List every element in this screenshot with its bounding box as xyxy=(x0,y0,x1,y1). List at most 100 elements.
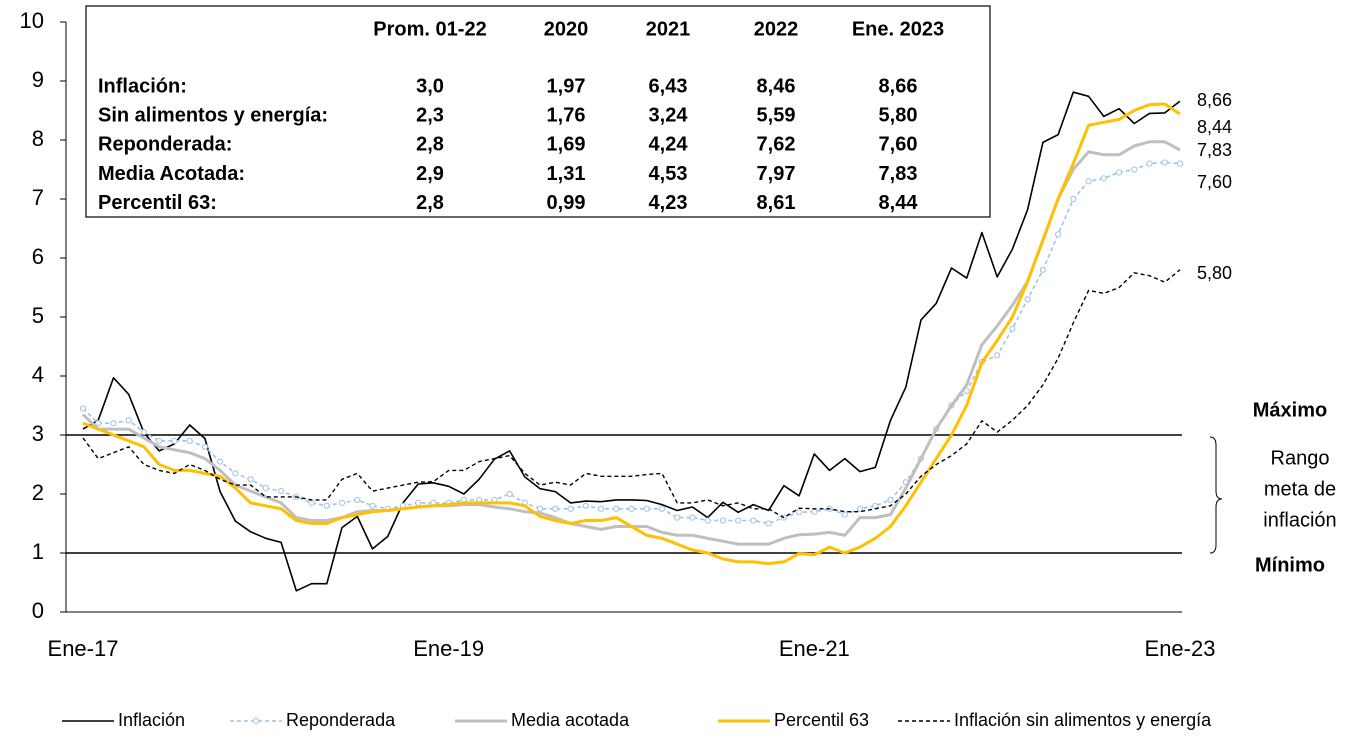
series-marker xyxy=(79,405,87,412)
table-cell: 1,69 xyxy=(547,134,586,156)
series-marker xyxy=(1009,325,1016,332)
series-marker xyxy=(536,505,544,512)
table-cell: 8,61 xyxy=(757,192,796,214)
series-marker xyxy=(1039,266,1046,273)
series-marker xyxy=(201,443,208,450)
range-label: meta de xyxy=(1264,478,1336,500)
table-cell: 0,99 xyxy=(547,192,586,214)
series-marker xyxy=(1100,175,1107,182)
series-marker xyxy=(704,517,711,524)
x-tick-label: Ene-19 xyxy=(413,636,484,661)
series-marker xyxy=(658,505,666,512)
series-marker xyxy=(323,502,330,509)
table-header: 2022 xyxy=(754,18,799,40)
table-box xyxy=(85,5,991,218)
table-cell: 2,9 xyxy=(416,163,444,185)
table-cell: 3,0 xyxy=(416,75,444,97)
range-label: inflación xyxy=(1263,509,1336,531)
series-line xyxy=(82,269,1181,519)
series-marker xyxy=(262,485,269,492)
table-header: Prom. 01-22 xyxy=(373,18,486,40)
y-tick-label: 5 xyxy=(32,303,44,328)
max-label: Máximo xyxy=(1253,399,1327,421)
table-cell: 7,60 xyxy=(879,134,918,156)
series-marker xyxy=(217,458,224,465)
series-marker xyxy=(125,417,132,424)
series-marker xyxy=(841,511,848,518)
legend-label: Reponderada xyxy=(286,710,396,730)
table-cell: 7,62 xyxy=(757,134,796,156)
series-marker xyxy=(415,499,422,506)
end-label: 5,80 xyxy=(1197,263,1232,283)
table-cell: 3,24 xyxy=(649,104,689,126)
x-tick-label: Ene-17 xyxy=(48,636,119,661)
table-cell: 4,23 xyxy=(649,192,688,214)
series-marker xyxy=(1024,296,1031,303)
table-cell: 8,46 xyxy=(757,75,796,97)
table-header: 2020 xyxy=(544,18,589,40)
range-brace xyxy=(1209,436,1223,554)
table-cell: 6,43 xyxy=(649,75,688,97)
series-marker xyxy=(689,514,696,521)
legend-label: Inflación sin alimentos y energía xyxy=(954,710,1212,730)
table-cell: 4,53 xyxy=(649,163,688,185)
table-cell: 5,59 xyxy=(757,104,796,126)
series-marker xyxy=(140,428,148,436)
table-cell: 8,44 xyxy=(879,192,919,214)
series-marker xyxy=(719,517,727,524)
series-marker xyxy=(1070,195,1077,203)
table-row-label: Reponderada: xyxy=(98,134,232,156)
series-marker xyxy=(750,517,757,524)
table-cell: 2,8 xyxy=(416,192,444,214)
table-cell: 5,80 xyxy=(879,104,918,126)
series-marker xyxy=(765,520,772,527)
end-label: 8,66 xyxy=(1197,90,1232,110)
y-tick-label: 8 xyxy=(32,126,44,151)
series-marker xyxy=(795,509,803,516)
legend-marker xyxy=(252,717,260,725)
table-row-label: Media Acotada: xyxy=(98,163,245,185)
series-marker xyxy=(643,505,650,512)
series-marker xyxy=(1085,178,1092,185)
y-tick-label: 0 xyxy=(32,598,44,623)
table-row-label: Inflación: xyxy=(98,75,187,97)
series-marker xyxy=(369,502,376,509)
y-tick-label: 1 xyxy=(32,539,44,564)
table-header: Ene. 2023 xyxy=(852,18,944,40)
y-tick-label: 2 xyxy=(32,480,44,505)
series-marker xyxy=(110,420,117,427)
x-tick-label: Ene-23 xyxy=(1145,636,1216,661)
series-line xyxy=(82,91,1181,592)
y-tick-label: 4 xyxy=(32,362,44,387)
table-cell: 4,24 xyxy=(649,134,689,156)
series-marker xyxy=(582,502,589,509)
series-marker xyxy=(277,487,285,495)
end-label: 7,83 xyxy=(1197,140,1232,160)
table-row-label: Percentil 63: xyxy=(98,192,217,214)
table-cell: 1,97 xyxy=(547,75,586,97)
series-marker xyxy=(628,505,635,512)
series-marker xyxy=(156,437,163,444)
legend-label: Inflación xyxy=(118,710,185,730)
legend-label: Percentil 63 xyxy=(774,710,869,730)
series-marker xyxy=(994,352,1001,359)
series-marker xyxy=(232,470,239,477)
series-marker xyxy=(171,437,178,444)
series-marker xyxy=(1161,159,1168,166)
legend-label: Media acotada xyxy=(511,710,630,730)
y-tick-label: 3 xyxy=(32,421,44,446)
series-marker xyxy=(338,499,346,506)
series-marker xyxy=(1176,160,1184,167)
table-header: 2021 xyxy=(646,18,691,40)
series-marker xyxy=(247,476,254,483)
series-marker xyxy=(1131,166,1138,173)
table-cell: 7,83 xyxy=(879,163,918,185)
series-marker xyxy=(186,437,193,444)
series-marker xyxy=(354,496,361,503)
series-marker xyxy=(887,496,894,503)
table-cell: 2,3 xyxy=(416,104,444,126)
y-tick-label: 10 xyxy=(20,8,44,33)
series-marker xyxy=(872,502,879,509)
table-cell: 1,31 xyxy=(547,163,586,185)
